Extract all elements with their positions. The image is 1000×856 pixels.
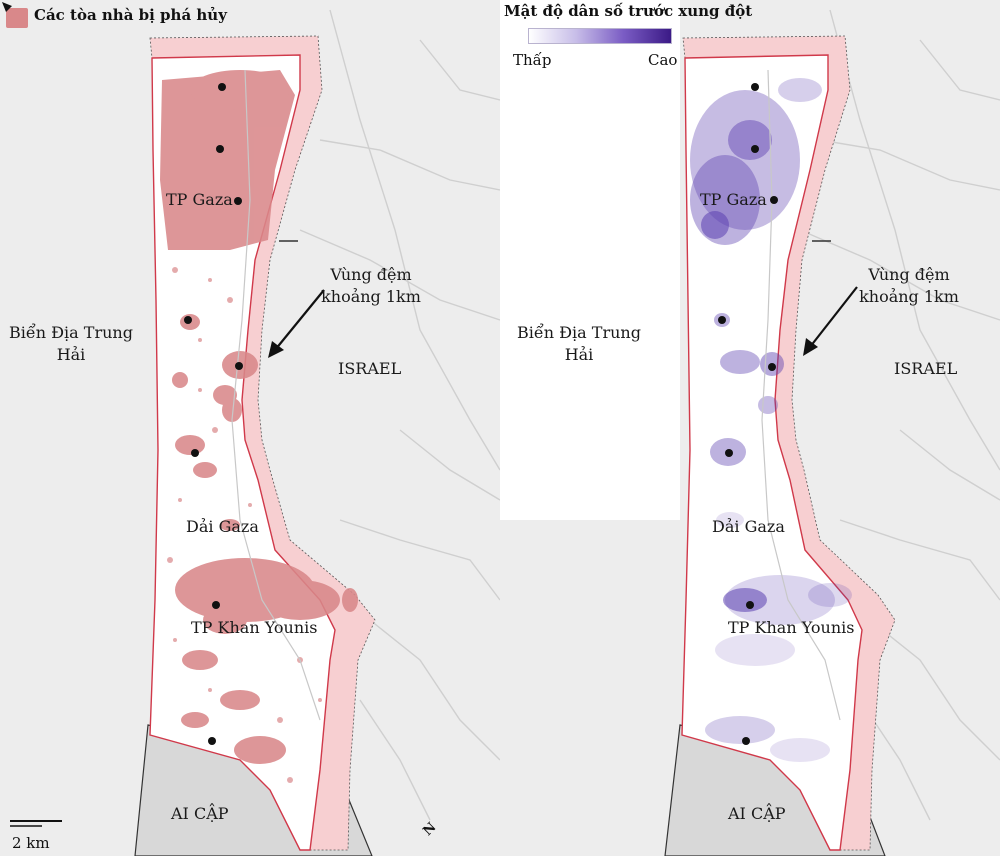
egypt-label: AI CẬP: [728, 804, 786, 823]
gaza-strip-label: Dải Gaza: [186, 517, 259, 536]
buffer-arrow: [803, 286, 858, 356]
main-road: [761, 69, 841, 721]
density-legend-gradient: [528, 28, 672, 44]
khan-younis-label: TP Khan Younis: [191, 618, 318, 637]
city-markers: [718, 83, 778, 745]
destroyed-legend-title: Các tòa nhà bị phá hủy: [34, 6, 227, 24]
map-panel-destroyed: Các tòa nhà bị phá hủy Biển Địa Trung Hả…: [0, 0, 500, 856]
scale-bar: [10, 820, 62, 827]
population-density: [690, 78, 852, 762]
gaza-strip-area: [681, 54, 863, 851]
road-network: [799, 9, 1000, 821]
egypt-label: AI CẬP: [171, 804, 229, 823]
gaza-strip-label: Dải Gaza: [712, 517, 785, 536]
destroyed-buildings: [160, 70, 358, 764]
gaza-city-label: TP Gaza: [166, 190, 233, 209]
main-road: [231, 69, 321, 721]
sea-label: Biển Địa Trung Hải: [9, 323, 133, 364]
map-destroyed-svg: [0, 0, 500, 856]
north-arrow-icon: [2, 2, 12, 12]
density-legend-high: Cao: [648, 51, 678, 69]
map-density-svg: [500, 0, 1000, 856]
scale-label: 2 km: [12, 834, 50, 852]
gaza-city-label: TP Gaza: [700, 190, 767, 209]
map-panel-density: Biển Địa Trung Hải Vùng đệm khoảng 1km I…: [500, 0, 1000, 856]
road-network: [299, 9, 500, 821]
buffer-zone-label: Vùng đệm khoảng 1km: [859, 265, 959, 306]
sea-label: Biển Địa Trung Hải: [517, 323, 641, 364]
destroyed-buildings-scatter: [167, 267, 322, 783]
khan-younis-label: TP Khan Younis: [728, 618, 855, 637]
israel-label: ISRAEL: [894, 359, 958, 378]
israel-label: ISRAEL: [338, 359, 402, 378]
density-legend-title: Mật độ dân số trước xung đột: [504, 2, 753, 20]
density-legend-low: Thấp: [513, 51, 552, 69]
destroyed-legend-swatch: [6, 8, 28, 28]
city-markers: [184, 83, 243, 745]
buffer-zone-label: Vùng đệm khoảng 1km: [321, 265, 421, 306]
buffer-arrow: [268, 289, 325, 358]
sea-area: [500, 0, 680, 520]
